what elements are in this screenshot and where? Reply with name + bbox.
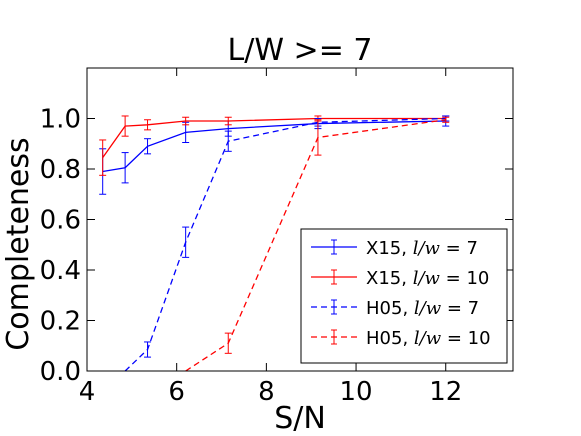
legend-label-suffix: = 10 (441, 328, 490, 349)
y-tick-label: 0.4 (40, 256, 81, 286)
series-4 (185, 116, 450, 371)
legend-label-suffix: = 7 (440, 238, 478, 259)
y-tick-label: 0.2 (40, 307, 81, 337)
legend-item-2: X15, l/w = 10 (311, 268, 489, 289)
chart-title: L/W >= 7 (228, 33, 373, 68)
series-line-3 (124, 117, 446, 371)
legend-label-suffix: = 10 (440, 268, 489, 289)
legend-item-4: H05, l/w = 10 (311, 328, 491, 349)
legend-label-math: l/w (414, 328, 442, 349)
plot-area (99, 115, 450, 371)
y-tick-label: 0.6 (40, 206, 81, 236)
legend-label-suffix: = 7 (441, 298, 479, 319)
legend-item-1: X15, l/w = 7 (311, 238, 478, 259)
legend-frame (300, 228, 508, 364)
x-tick-label: 12 (429, 377, 462, 407)
y-tick-label: 0.8 (40, 155, 81, 185)
legend-label-math: l/w (413, 268, 441, 289)
x-tick-label: 6 (168, 377, 185, 407)
x-tick-label: 10 (340, 377, 373, 407)
legend-label-prefix: H05, (366, 298, 414, 319)
legend-label-prefix: X15, (366, 268, 413, 289)
series-line-4 (185, 119, 446, 371)
axis-ticks: 4 6 8 10 12 0.0 0.2 0.4 0.6 0.8 1.0 (40, 68, 513, 407)
legend-label: X15, l/w = 7 (366, 238, 478, 259)
legend-label: X15, l/w = 10 (366, 268, 489, 289)
x-tick-label: 4 (79, 377, 96, 407)
y-tick-label: 0.0 (40, 357, 81, 387)
legend-label: H05, l/w = 7 (366, 298, 479, 319)
y-tick-label: 1.0 (40, 105, 81, 135)
legend-item-3: H05, l/w = 7 (311, 298, 479, 319)
x-axis-label: S/N (274, 401, 326, 436)
legend-label-prefix: H05, (366, 328, 414, 349)
legend-label-prefix: X15, (366, 238, 413, 259)
legend-label: H05, l/w = 10 (366, 328, 491, 349)
y-axis-label: Completeness (1, 137, 36, 350)
x-tick-label: 8 (258, 377, 275, 407)
legend-label-math: l/w (414, 298, 442, 319)
legend-label-math: l/w (413, 238, 441, 259)
